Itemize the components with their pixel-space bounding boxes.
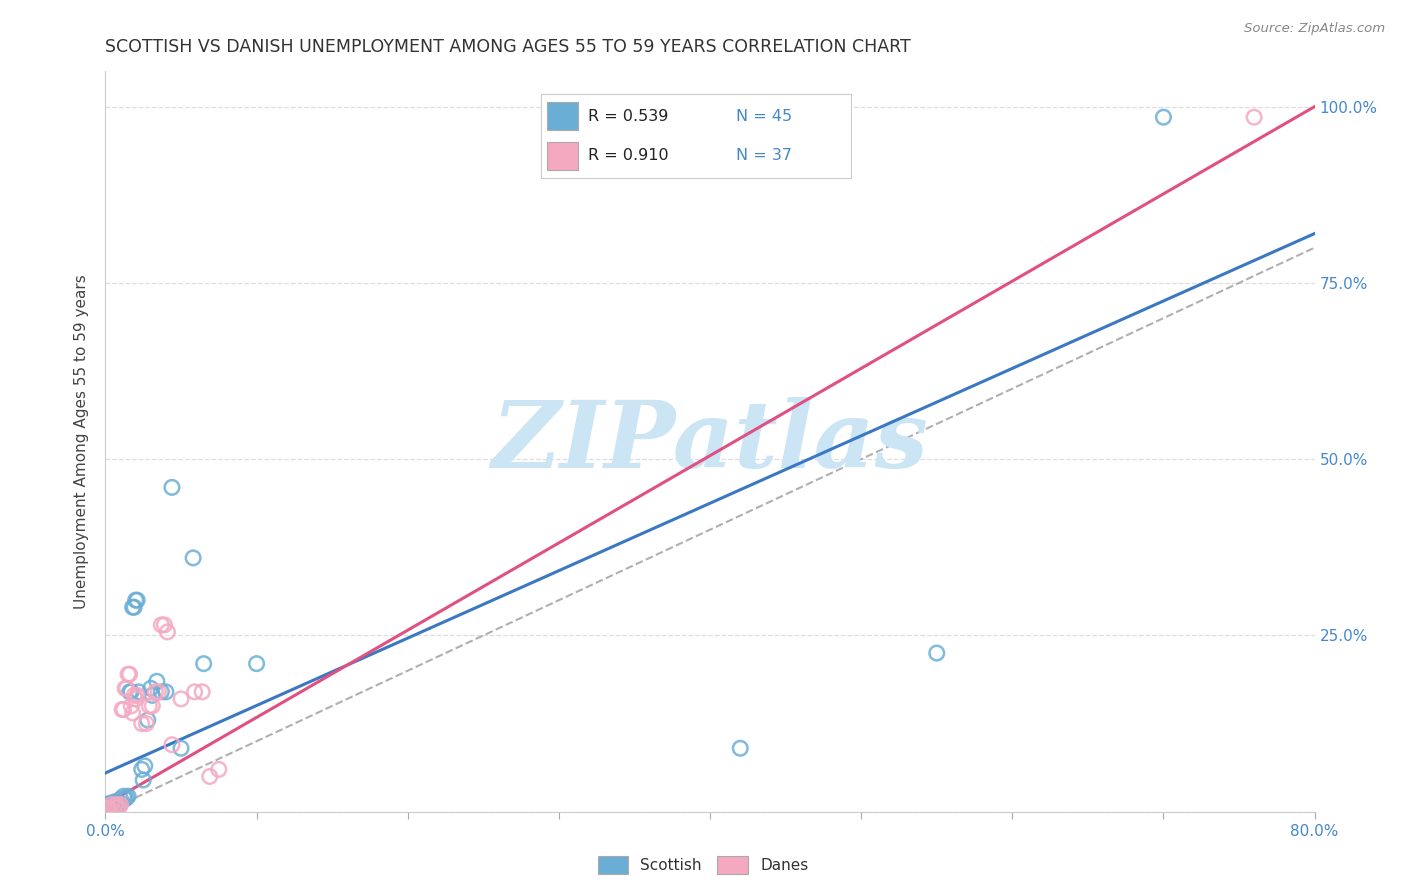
Point — [110, 797, 132, 811]
Text: R = 0.539: R = 0.539 — [588, 109, 668, 124]
Point — [98, 797, 121, 811]
Legend: Scottish, Danes: Scottish, Danes — [592, 850, 814, 880]
Point — [115, 790, 138, 805]
Point — [132, 772, 155, 787]
Point — [101, 799, 124, 814]
FancyBboxPatch shape — [547, 103, 578, 130]
Point — [131, 763, 153, 777]
Point — [101, 797, 124, 811]
Point — [98, 803, 121, 817]
Point — [170, 692, 193, 706]
Point — [141, 689, 163, 703]
Point — [120, 685, 142, 699]
Point — [246, 657, 269, 671]
Point — [100, 797, 122, 812]
Point — [183, 685, 205, 699]
Text: ZIPatlas: ZIPatlas — [492, 397, 928, 486]
Point — [134, 759, 156, 773]
Point — [107, 801, 129, 815]
Point — [103, 795, 125, 809]
Text: N = 45: N = 45 — [737, 109, 793, 124]
Point — [122, 689, 145, 703]
Point — [107, 797, 129, 812]
Point — [127, 689, 149, 703]
Point — [191, 685, 214, 699]
Point — [170, 741, 193, 756]
Point — [112, 789, 135, 804]
Point — [120, 698, 142, 713]
Point — [114, 792, 136, 806]
Point — [122, 600, 145, 615]
Point — [139, 681, 162, 696]
Point — [96, 801, 118, 815]
Point — [150, 685, 173, 699]
Point — [160, 480, 183, 494]
Point — [146, 674, 169, 689]
Point — [105, 797, 128, 812]
Point — [121, 600, 143, 615]
Point — [115, 681, 138, 696]
Point — [98, 799, 121, 814]
Point — [198, 769, 221, 783]
Point — [925, 646, 948, 660]
Point — [160, 738, 183, 752]
Point — [112, 702, 135, 716]
Text: N = 37: N = 37 — [737, 148, 792, 163]
Point — [118, 667, 141, 681]
Point — [153, 618, 176, 632]
Text: R = 0.910: R = 0.910 — [588, 148, 668, 163]
Point — [181, 550, 204, 565]
Point — [97, 797, 120, 812]
Point — [136, 713, 159, 727]
Point — [143, 685, 166, 699]
Point — [101, 803, 124, 817]
Point — [156, 624, 179, 639]
Point — [100, 797, 122, 812]
Point — [105, 797, 128, 811]
Point — [121, 706, 143, 720]
Point — [97, 801, 120, 815]
Point — [135, 716, 157, 731]
Point — [118, 685, 141, 699]
Point — [148, 685, 170, 699]
Point — [128, 685, 150, 699]
Point — [108, 797, 131, 811]
Point — [138, 698, 160, 713]
Text: Source: ZipAtlas.com: Source: ZipAtlas.com — [1244, 22, 1385, 36]
Point — [208, 763, 231, 777]
Point — [1243, 110, 1265, 124]
Point — [131, 716, 153, 731]
Point — [730, 741, 752, 756]
Point — [110, 792, 132, 806]
Point — [125, 593, 148, 607]
Point — [111, 702, 134, 716]
Point — [193, 657, 215, 671]
Point — [117, 667, 139, 681]
Text: SCOTTISH VS DANISH UNEMPLOYMENT AMONG AGES 55 TO 59 YEARS CORRELATION CHART: SCOTTISH VS DANISH UNEMPLOYMENT AMONG AG… — [105, 38, 911, 56]
Point — [103, 799, 125, 814]
Point — [96, 799, 118, 814]
Point — [114, 681, 136, 696]
Point — [141, 698, 163, 713]
Point — [107, 795, 129, 809]
Point — [108, 799, 131, 814]
FancyBboxPatch shape — [547, 142, 578, 169]
Point — [155, 685, 177, 699]
Y-axis label: Unemployment Among Ages 55 to 59 years: Unemployment Among Ages 55 to 59 years — [75, 274, 90, 609]
Point — [125, 692, 148, 706]
Point — [127, 593, 149, 607]
Point — [150, 618, 173, 632]
Point — [103, 797, 125, 812]
Point — [110, 797, 132, 812]
Point — [1153, 110, 1175, 124]
Point — [117, 789, 139, 804]
